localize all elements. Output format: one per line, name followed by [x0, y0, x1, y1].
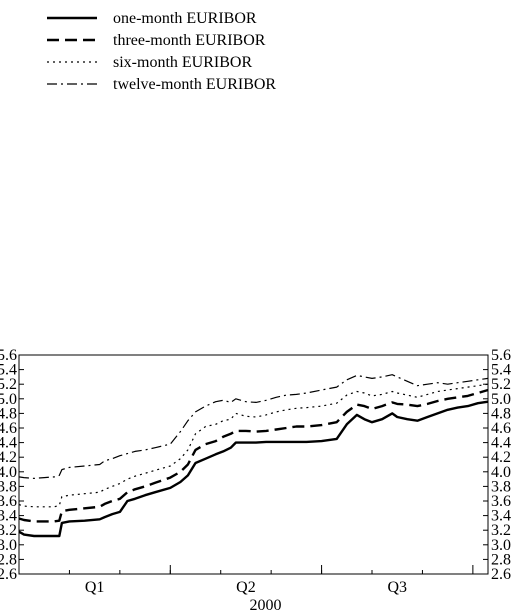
y-tick-label-left: 4.8 [0, 405, 17, 422]
y-tick-label-left: 4.2 [0, 449, 17, 466]
y-tick-label-right: 4.8 [491, 405, 511, 422]
y-tick-label-left: 2.8 [0, 551, 17, 568]
y-tick-label-right: 5.0 [491, 391, 511, 408]
y-tick-label-left: 3.0 [0, 537, 17, 554]
y-tick-label-left: 5.4 [0, 362, 17, 379]
series-line-three-month [18, 388, 489, 523]
y-tick-label-right: 3.8 [491, 478, 511, 495]
x-tick-label: Q2 [236, 579, 256, 596]
y-tick-label-left: 3.4 [0, 508, 17, 525]
y-tick-label-right: 5.6 [491, 347, 511, 364]
y-tick-label-left: 4.0 [0, 464, 17, 481]
y-tick-label-left: 5.0 [0, 391, 17, 408]
y-tick-label-right: 4.4 [491, 435, 511, 452]
legend: one-month EURIBOR three-month EURIBOR six-… [47, 10, 276, 93]
y-tick-label-right: 3.6 [491, 493, 511, 510]
y-tick-label-left: 4.4 [0, 435, 17, 452]
y-tick-label-right: 3.0 [491, 537, 511, 554]
y-tick-label-left: 2.6 [0, 566, 17, 583]
y-tick-label-right: 3.2 [491, 522, 511, 539]
y-tick-label-right: 3.4 [491, 508, 511, 525]
y-tick-label-left: 3.8 [0, 478, 17, 495]
plot-area: 2.62.83.03.23.43.63.84.04.24.44.64.85.05… [0, 347, 511, 596]
series-line-twelve-month [18, 374, 489, 479]
x-tick-label: Q1 [85, 579, 105, 596]
series-line-one-month [18, 400, 489, 538]
series-group [18, 374, 489, 538]
legend-label: three-month EURIBOR [113, 32, 266, 49]
y-tick-label-left: 4.6 [0, 420, 17, 437]
y-tick-label-left: 5.6 [0, 347, 17, 364]
x-axis: Q1 Q2 Q3 [18, 565, 474, 596]
y-tick-label-left: 3.2 [0, 522, 17, 539]
y-tick-label-right: 5.4 [491, 362, 511, 379]
y-tick-label-right: 5.2 [491, 376, 511, 393]
y-tick-label-right: 2.6 [491, 566, 511, 583]
y-axis-right: 2.62.83.03.23.43.63.84.04.24.44.64.85.05… [483, 347, 511, 583]
x-tick-label: Q3 [387, 579, 407, 596]
legend-label: twelve-month EURIBOR [113, 76, 276, 93]
y-tick-label-right: 4.0 [491, 464, 511, 481]
x-axis-label: 2000 [250, 597, 282, 614]
legend-label: one-month EURIBOR [113, 10, 257, 27]
y-tick-label-right: 4.6 [491, 420, 511, 437]
y-tick-label-left: 3.6 [0, 493, 17, 510]
y-axis-left: 2.62.83.03.23.43.63.84.04.24.44.64.85.05… [0, 347, 24, 583]
y-tick-label-right: 2.8 [491, 551, 511, 568]
plot-frame [18, 354, 489, 575]
series-line-six-month [18, 383, 489, 508]
y-tick-label-left: 5.2 [0, 376, 17, 393]
y-tick-label-right: 4.2 [491, 449, 511, 466]
legend-label: six-month EURIBOR [113, 54, 252, 71]
